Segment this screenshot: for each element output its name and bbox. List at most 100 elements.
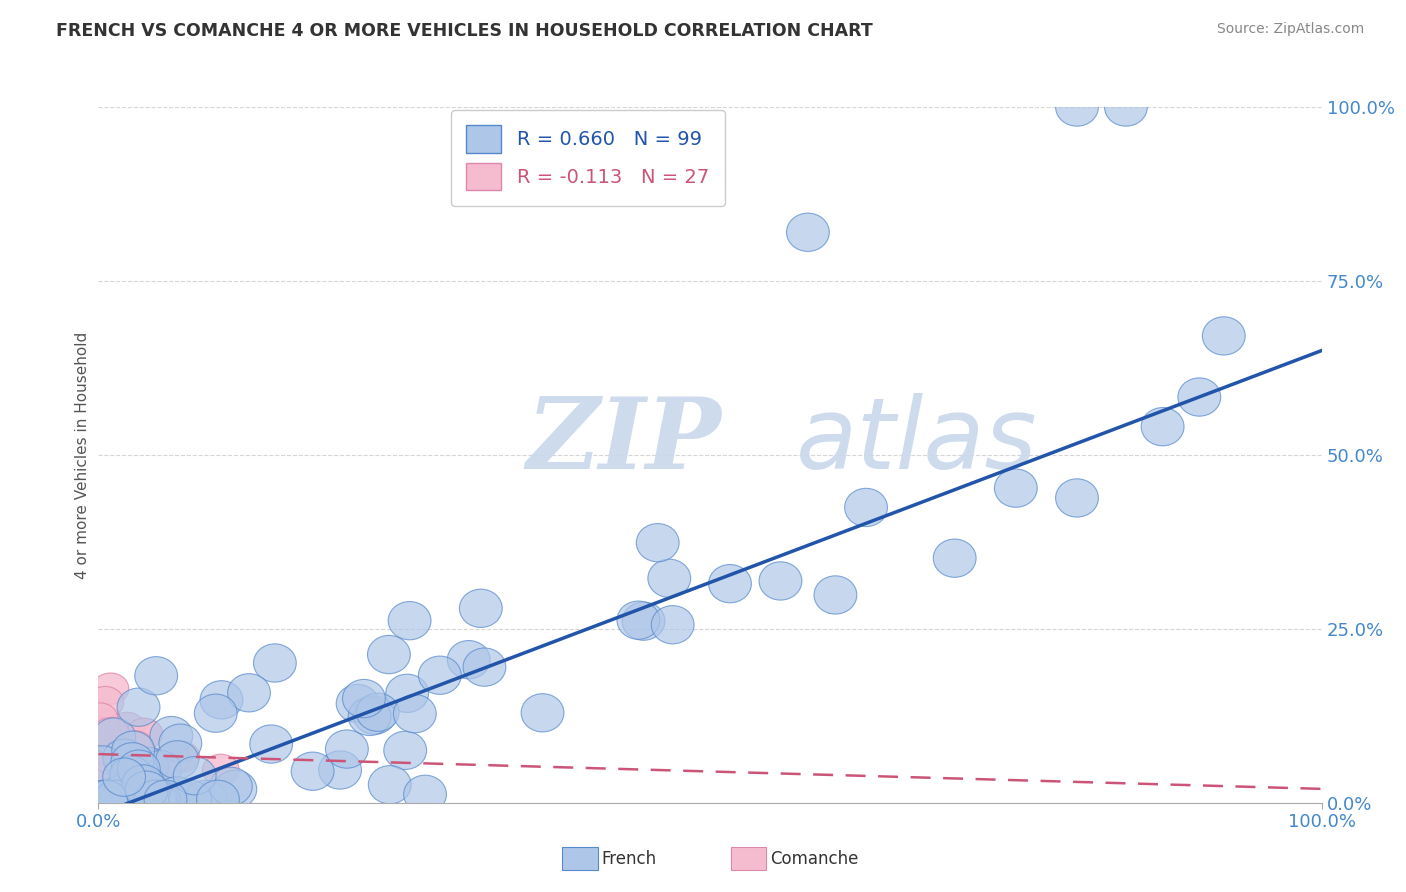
Ellipse shape [156,740,198,779]
Ellipse shape [114,735,150,767]
Ellipse shape [124,769,166,807]
Ellipse shape [214,770,257,808]
Ellipse shape [1056,88,1098,126]
Ellipse shape [112,731,155,770]
Ellipse shape [1105,88,1147,126]
Ellipse shape [200,681,243,719]
Ellipse shape [367,635,411,673]
Ellipse shape [814,576,856,614]
Ellipse shape [934,539,976,577]
Ellipse shape [82,703,118,734]
Ellipse shape [93,718,135,756]
Ellipse shape [139,750,181,789]
Ellipse shape [253,644,297,682]
Ellipse shape [250,725,292,764]
Ellipse shape [460,590,502,627]
Ellipse shape [621,602,665,640]
Ellipse shape [202,755,239,786]
Ellipse shape [845,488,887,526]
Ellipse shape [194,694,238,732]
Ellipse shape [111,780,153,819]
Ellipse shape [384,731,426,770]
Legend: R = 0.660   N = 99, R = -0.113   N = 27: R = 0.660 N = 99, R = -0.113 N = 27 [451,110,724,206]
Ellipse shape [447,640,491,679]
Ellipse shape [97,780,141,819]
Ellipse shape [138,780,181,819]
Ellipse shape [155,780,198,819]
Ellipse shape [125,718,163,749]
Ellipse shape [94,780,138,819]
Ellipse shape [148,780,190,819]
Ellipse shape [93,673,129,705]
Ellipse shape [87,726,124,757]
Ellipse shape [127,718,163,749]
Ellipse shape [637,524,679,562]
Ellipse shape [786,213,830,252]
Ellipse shape [336,684,380,723]
Ellipse shape [648,559,690,598]
Ellipse shape [385,674,429,713]
Ellipse shape [141,748,179,780]
Ellipse shape [134,780,176,819]
Ellipse shape [108,780,150,819]
Ellipse shape [93,780,135,819]
Ellipse shape [153,743,190,774]
Ellipse shape [80,746,124,784]
Text: FRENCH VS COMANCHE 4 OR MORE VEHICLES IN HOUSEHOLD CORRELATION CHART: FRENCH VS COMANCHE 4 OR MORE VEHICLES IN… [56,22,873,40]
Ellipse shape [135,780,179,819]
Ellipse shape [193,780,236,819]
Ellipse shape [463,648,506,686]
Text: atlas: atlas [796,392,1038,490]
Ellipse shape [522,694,564,732]
Ellipse shape [84,708,121,739]
Ellipse shape [388,601,432,640]
Ellipse shape [1202,317,1246,355]
Ellipse shape [101,780,143,819]
Ellipse shape [343,680,385,718]
Ellipse shape [127,747,169,785]
Ellipse shape [1178,378,1220,417]
Ellipse shape [135,657,177,695]
Text: Source: ZipAtlas.com: Source: ZipAtlas.com [1216,22,1364,37]
Ellipse shape [759,562,801,600]
Ellipse shape [104,747,141,779]
Ellipse shape [136,780,180,819]
Ellipse shape [325,730,368,768]
Ellipse shape [117,750,160,789]
Ellipse shape [111,780,153,819]
Ellipse shape [87,687,124,718]
Ellipse shape [98,776,141,814]
Ellipse shape [84,727,121,758]
Ellipse shape [419,657,461,694]
Ellipse shape [84,780,128,819]
Ellipse shape [120,780,163,819]
Ellipse shape [91,761,128,792]
Ellipse shape [93,743,129,774]
Ellipse shape [1056,479,1098,517]
Y-axis label: 4 or more Vehicles in Household: 4 or more Vehicles in Household [75,331,90,579]
Ellipse shape [89,780,132,819]
Text: French: French [602,850,657,868]
Ellipse shape [184,780,226,819]
Ellipse shape [108,726,146,757]
Ellipse shape [709,565,751,603]
Ellipse shape [394,695,436,733]
Ellipse shape [90,780,132,819]
Ellipse shape [93,735,131,766]
Ellipse shape [110,756,153,794]
Ellipse shape [90,740,127,772]
Ellipse shape [124,780,166,819]
Ellipse shape [117,731,153,762]
Text: ZIP: ZIP [526,392,721,489]
Ellipse shape [117,688,160,726]
Ellipse shape [228,673,270,712]
Ellipse shape [163,741,200,772]
Ellipse shape [209,767,252,805]
Ellipse shape [169,780,211,819]
Ellipse shape [143,780,187,819]
Ellipse shape [107,780,150,819]
Ellipse shape [112,780,155,819]
Ellipse shape [104,780,148,819]
Ellipse shape [173,756,217,795]
Ellipse shape [90,748,127,780]
